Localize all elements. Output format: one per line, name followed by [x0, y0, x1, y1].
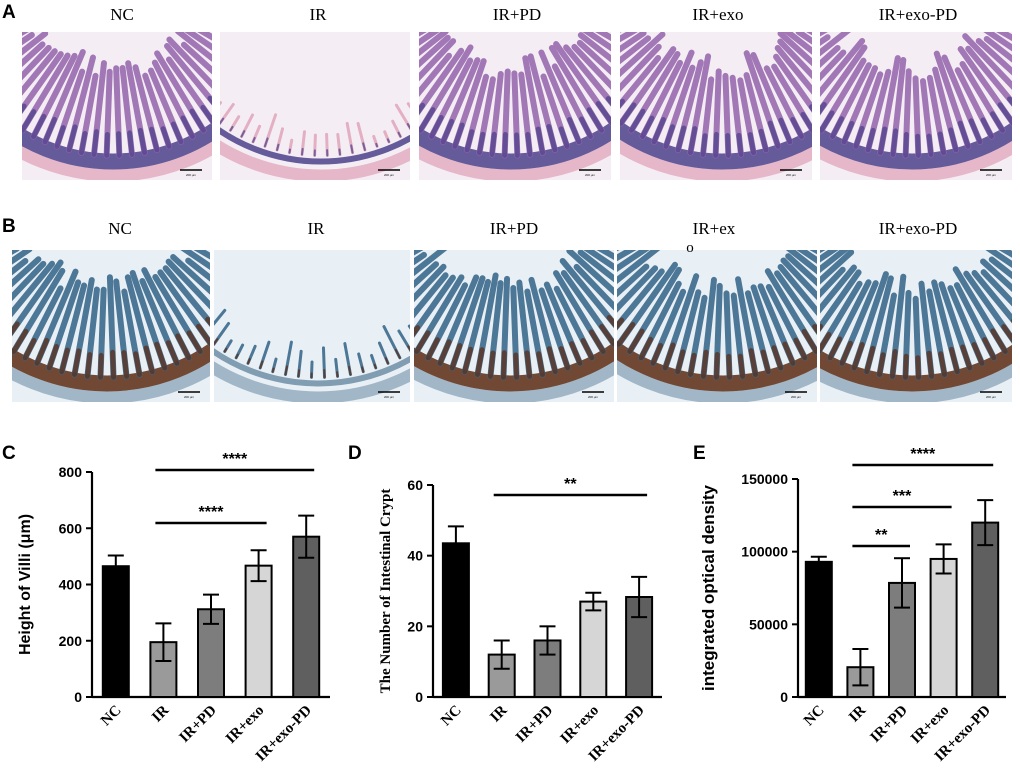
y-tick-label: 60 [407, 477, 423, 493]
bar-ir-exo [929, 557, 958, 699]
x-tick-label: NC [801, 703, 828, 730]
bar-ir [487, 653, 516, 698]
panel-b-label-ir-exo-pd: IR+exo-PD [878, 219, 958, 238]
svg-text:200 μm: 200 μm [184, 395, 195, 399]
svg-text:200 μm: 200 μm [186, 173, 197, 177]
x-tick-label: IR [487, 702, 510, 725]
significance-label: **** [910, 446, 936, 463]
y-tick-label: 0 [74, 689, 82, 705]
bar-ir-exo [244, 564, 273, 698]
svg-text:200 μm: 200 μm [986, 395, 997, 399]
y-tick-label: 40 [407, 548, 423, 564]
panel-b-label-ir: IR [307, 219, 325, 238]
panel-a-label-ir-exo-pd: IR+exo-PD [878, 5, 958, 24]
bar-ir-exo [579, 600, 608, 698]
panel-b-label-nc: NC [108, 219, 132, 238]
y-tick-label: 150000 [741, 471, 788, 487]
y-tick-label: 20 [407, 618, 423, 634]
x-tick-label: IR [149, 702, 172, 725]
chart-crypt-number: 0 20 40 60 The Number of Intestinal Crypt NC I… [378, 476, 662, 765]
x-tick-label: IR+exo [558, 703, 602, 747]
panel-b-label-ir-pd: IR+PD [489, 219, 539, 238]
panel-a-label-ir: IR [309, 5, 327, 24]
bar-nc [101, 565, 130, 698]
he-image-nc: 200 μm [22, 32, 212, 180]
panel-letter-d: D [348, 443, 362, 464]
he-image-ir-pd: 200 μm [419, 32, 611, 180]
y-tick-label: 800 [59, 464, 83, 480]
panel-letter-b: B [2, 216, 16, 237]
y-axis-label: integrated optical density [699, 484, 718, 690]
y-tick-label: 0 [415, 689, 423, 705]
he-image-ir: 200 μm [220, 32, 410, 180]
significance-label: ** [564, 476, 577, 493]
bar-ir-exo-pd [292, 535, 321, 698]
y-tick-label: 50000 [749, 616, 788, 632]
svg-text:200 μm: 200 μm [588, 395, 599, 399]
svg-text:200 μm: 200 μm [384, 395, 395, 399]
ihc-image-ir: 200 μm [214, 250, 410, 402]
y-tick-label: 0 [780, 689, 788, 705]
panel-a-label-ir-exo: IR+exo [692, 5, 744, 24]
ihc-image-ir-ex: 200 μm [617, 250, 817, 402]
panel-a-label-nc: NC [110, 5, 134, 24]
svg-text:200 μm: 200 μm [786, 173, 797, 177]
x-tick-label: IR [846, 702, 869, 725]
significance-label: **** [199, 504, 225, 521]
y-tick-label: 100000 [741, 544, 788, 560]
y-tick-label: 200 [59, 633, 83, 649]
bar-ir-exo-pd [971, 521, 1000, 698]
bar-ir-pd [197, 608, 225, 698]
svg-text:200 μm: 200 μm [986, 173, 997, 177]
x-tick-label: IR+PD [868, 702, 911, 745]
significance-label: *** [893, 488, 912, 505]
ihc-image-ir-exo-pd: 200 μm [820, 250, 1012, 402]
he-image-ir-exo-pd: 200 μm [820, 32, 1012, 180]
bar-nc [804, 560, 833, 699]
ihc-image-nc: 200 μm [12, 250, 210, 402]
panel-letter-e: E [693, 443, 706, 464]
bar-ir-pd [533, 639, 562, 699]
x-tick-label: IR+exo [223, 703, 267, 747]
panel-letter-a: A [2, 2, 16, 23]
y-tick-label: 400 [59, 577, 83, 593]
x-tick-label: NC [98, 703, 125, 730]
panel-b-label-ir-ex: IR+ex [692, 219, 736, 238]
y-tick-label: 600 [59, 520, 83, 536]
svg-text:200 μm: 200 μm [384, 173, 395, 177]
panel-letter-c: C [2, 443, 16, 464]
y-axis-label: The Number of Intestinal Crypt [378, 489, 394, 694]
svg-text:200 μm: 200 μm [791, 395, 802, 399]
panel-b-stray-char: o [686, 240, 694, 256]
bar-nc [441, 542, 470, 698]
panel-a-label-ir-pd: IR+PD [492, 5, 542, 24]
y-axis-label: Height of Villi (μm) [17, 514, 34, 655]
chart-optical-density: 0 50000 100000 150000 integrated optical den… [699, 446, 1006, 765]
he-image-ir-exo: 200 μm [620, 32, 812, 180]
significance-label: ** [875, 527, 888, 544]
ihc-image-ir-pd: 200 μm [414, 250, 614, 402]
significance-label: **** [222, 451, 248, 468]
x-tick-label: IR+PD [513, 702, 556, 745]
x-tick-label: IR+PD [177, 702, 220, 745]
svg-text:200 μm: 200 μm [585, 173, 596, 177]
x-tick-label: NC [438, 703, 465, 730]
